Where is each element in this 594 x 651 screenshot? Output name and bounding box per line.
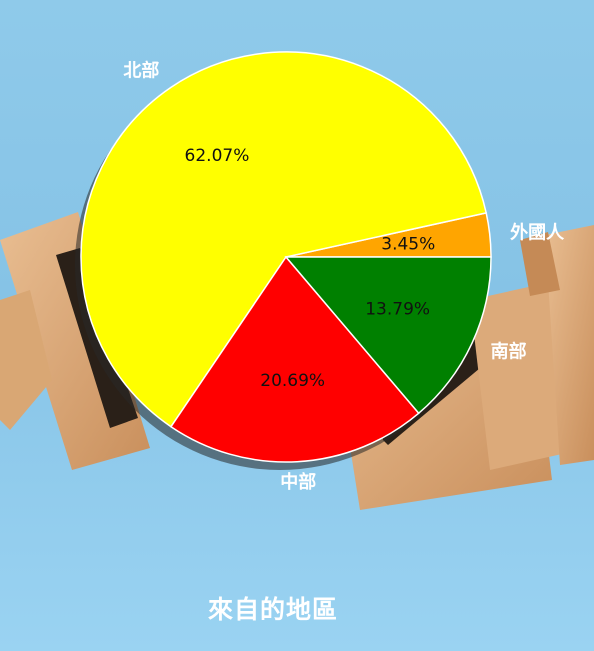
- pie-slice-2: [169, 255, 420, 463]
- pie-labels: 外國人 3.45% 北部 62.07% 中部 20.69% 南部 13.79%: [123, 59, 565, 493]
- chart-caption: 來自的地區: [207, 595, 338, 624]
- slice-percent-label-0: 3.45%: [381, 235, 435, 255]
- slice-category-label-1: 北部: [123, 59, 159, 81]
- slice-category-label-0: 外國人: [510, 222, 565, 244]
- pie-slice-3: [284, 256, 492, 415]
- slice-percent-label-1: 62.07%: [185, 146, 250, 166]
- slice-category-label-3: 南部: [491, 341, 527, 363]
- slice-percent-label-3: 13.79%: [365, 300, 430, 320]
- slice-percent-label-2: 20.69%: [260, 371, 325, 391]
- pie-slice-1: [80, 51, 488, 428]
- slice-category-label-2: 中部: [280, 471, 316, 493]
- pie-slices: [80, 51, 492, 463]
